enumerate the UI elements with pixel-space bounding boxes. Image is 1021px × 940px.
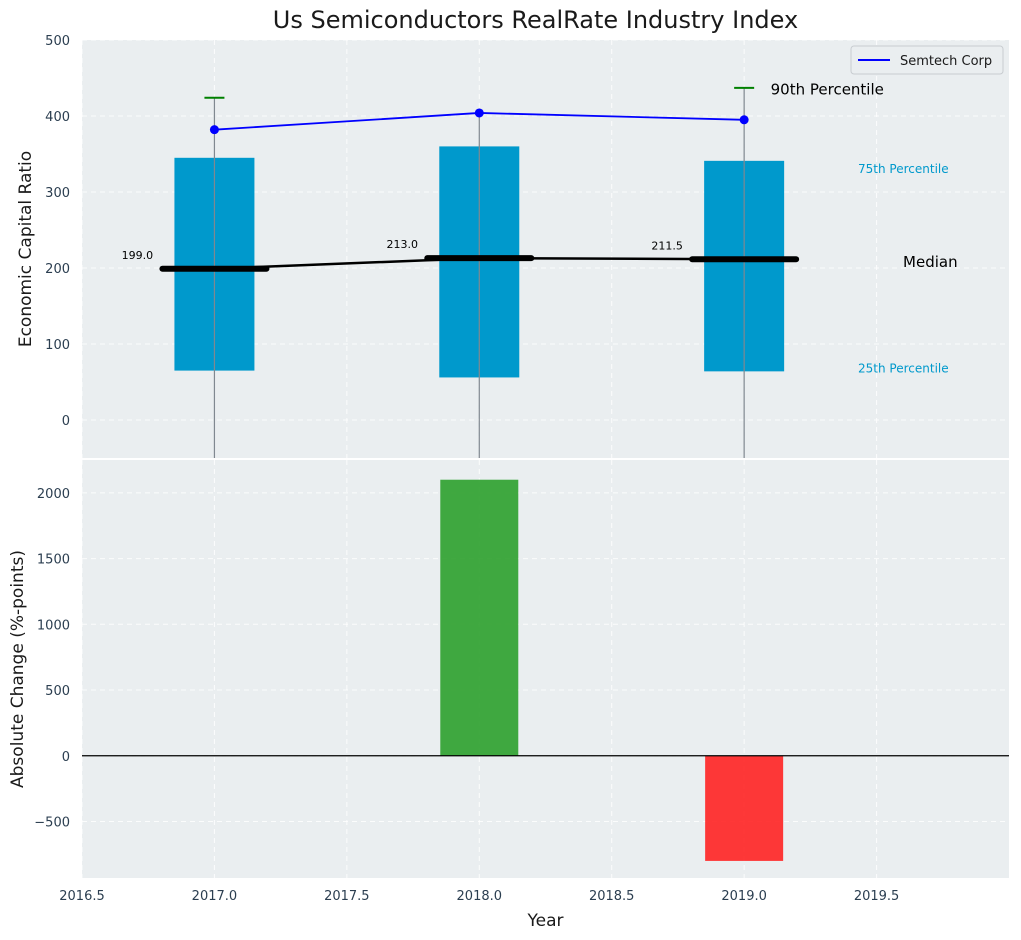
top-y-axis-label: Economic Capital Ratio <box>16 151 36 347</box>
x-tick-label: 2016.5 <box>59 889 105 904</box>
bottom-y-tick-label: 1500 <box>37 553 70 568</box>
top-y-ticks: 0 100 200 300 400 500 <box>45 34 70 429</box>
top-y-tick-label: 500 <box>45 34 70 49</box>
x-tick-label: 2019.5 <box>854 889 900 904</box>
bottom-y-axis-label: Absolute Change (%-points) <box>8 550 28 788</box>
median-value-label: 211.5 <box>651 239 683 252</box>
top-marks: 199.0 213.0 211.5 <box>122 86 800 458</box>
median-value-label: 213.0 <box>387 238 419 251</box>
top-y-tick-label: 200 <box>45 262 70 277</box>
bar-positive <box>440 479 519 756</box>
series-point-semtech <box>474 108 484 118</box>
x-tick-label: 2018.0 <box>457 889 503 904</box>
legend-label-semtech: Semtech Corp <box>900 54 992 69</box>
annotation-75th-percentile: 75th Percentile <box>858 162 949 176</box>
annotation-25th-percentile: 25th Percentile <box>858 361 949 375</box>
bottom-y-tick-label: −500 <box>34 815 70 830</box>
bottom-plot-background <box>82 460 1009 878</box>
chart-title: Us Semiconductors RealRate Industry Inde… <box>273 6 798 34</box>
annotation-median: Median <box>903 253 958 271</box>
bottom-y-tick-label: 500 <box>45 684 70 699</box>
bottom-y-tick-label: 0 <box>62 750 70 765</box>
legend: Semtech Corp <box>850 45 1004 75</box>
bottom-y-tick-label: 1000 <box>37 618 70 633</box>
bar-negative <box>705 755 784 861</box>
top-y-tick-label: 300 <box>45 186 70 201</box>
series-point-semtech <box>739 115 749 125</box>
top-panel: 0 100 200 300 400 500 199.0 213.0 211.5 Us Semi… <box>16 6 1009 458</box>
x-tick-label: 2017.0 <box>192 889 238 904</box>
annotation-90th-percentile: 90th Percentile <box>771 80 884 98</box>
x-tick-label: 2019.0 <box>721 889 767 904</box>
x-axis-label: Year <box>527 911 564 931</box>
top-y-tick-label: 0 <box>62 414 70 429</box>
bottom-y-tick-label: 2000 <box>37 487 70 502</box>
bottom-x-ticks: 2016.5 2017.0 2017.5 2018.0 2018.5 2019.0 2019… <box>59 889 899 904</box>
series-point-semtech <box>209 125 219 135</box>
x-tick-label: 2018.5 <box>589 889 635 904</box>
bottom-y-ticks: −500 0 500 1000 1500 2000 <box>34 487 70 831</box>
top-y-tick-label: 400 <box>45 110 70 125</box>
bottom-marks <box>82 479 1009 861</box>
x-tick-label: 2017.5 <box>324 889 370 904</box>
legend-box <box>850 45 1004 75</box>
top-y-tick-label: 100 <box>45 338 70 353</box>
median-value-label: 199.0 <box>122 249 154 262</box>
